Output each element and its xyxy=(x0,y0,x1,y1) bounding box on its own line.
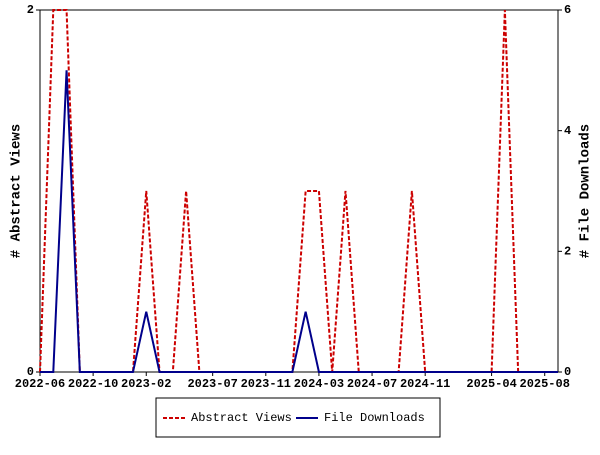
x-tick-label: 2023-02 xyxy=(121,377,171,391)
legend-label: Abstract Views xyxy=(191,411,292,425)
x-tick-label: 2024-07 xyxy=(347,377,397,391)
series-line xyxy=(40,70,558,373)
y-tick-label: 0 xyxy=(27,365,34,379)
x-tick-label: 2024-03 xyxy=(294,377,344,391)
y-axis-title: # Abstract Views xyxy=(9,124,25,258)
y2-tick-label: 2 xyxy=(564,245,571,259)
y2-axis-title: # File Downloads xyxy=(578,124,594,258)
y2-tick-label: 6 xyxy=(564,3,571,17)
x-tick-label: 2023-11 xyxy=(241,377,291,391)
x-tick-label: 2022-10 xyxy=(68,377,118,391)
legend-label: File Downloads xyxy=(324,411,425,425)
x-tick-label: 2023-07 xyxy=(187,377,237,391)
x-tick-label: 2022-06 xyxy=(15,377,65,391)
x-tick-label: 2024-11 xyxy=(400,377,450,391)
plot-frame xyxy=(39,9,559,373)
y2-tick-label: 4 xyxy=(564,124,571,138)
x-tick-label: 2025-08 xyxy=(520,377,570,391)
y-tick-label: 2 xyxy=(27,3,34,17)
x-tick-label: 2025-04 xyxy=(466,377,516,391)
y2-tick-label: 0 xyxy=(564,365,571,379)
